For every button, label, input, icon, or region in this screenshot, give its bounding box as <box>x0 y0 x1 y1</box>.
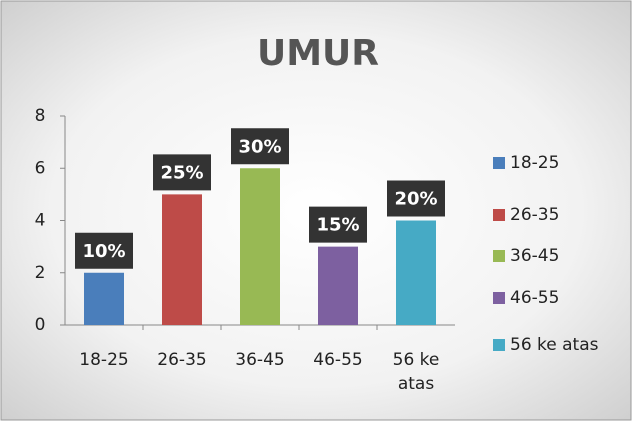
x-tick-label: 56 ke atas <box>392 350 440 394</box>
data-label-box <box>231 128 289 165</box>
legend-swatch <box>493 250 505 262</box>
legend-swatch <box>493 292 505 304</box>
bar <box>318 246 358 325</box>
legend-swatch <box>493 209 505 221</box>
data-label: 25% <box>160 162 203 183</box>
bar <box>396 220 436 325</box>
data-label-box <box>75 232 133 269</box>
bar <box>84 272 124 325</box>
data-label: 20% <box>394 189 437 210</box>
y-tick-label: 2 <box>35 263 46 283</box>
x-tick-label: 18-25 <box>79 350 129 370</box>
data-label-box <box>387 180 445 217</box>
bar <box>162 194 202 325</box>
legend-swatch <box>493 339 505 351</box>
legend-label: 18-25 <box>510 153 559 173</box>
y-tick-label: 8 <box>35 106 46 126</box>
data-label-box <box>153 154 211 191</box>
bar <box>240 168 280 325</box>
data-label: 30% <box>238 136 281 157</box>
data-label: 15% <box>316 215 359 236</box>
y-tick-label: 6 <box>35 158 46 178</box>
y-tick-label: 4 <box>35 211 46 231</box>
x-tick-label: 26-35 <box>157 350 207 370</box>
legend-label: 26-35 <box>510 205 559 225</box>
legend-label: 36-45 <box>510 246 559 266</box>
x-tick-label: 46-55 <box>313 350 363 370</box>
y-tick-label: 0 <box>35 315 46 335</box>
x-tick-label: 36-45 <box>235 350 285 370</box>
data-label-box <box>309 206 367 243</box>
legend-label: 56 ke atas <box>510 335 599 355</box>
data-label: 10% <box>82 241 125 262</box>
legend-swatch <box>493 157 505 169</box>
chart-title: UMUR <box>257 33 379 74</box>
legend-label: 46-55 <box>510 288 559 308</box>
